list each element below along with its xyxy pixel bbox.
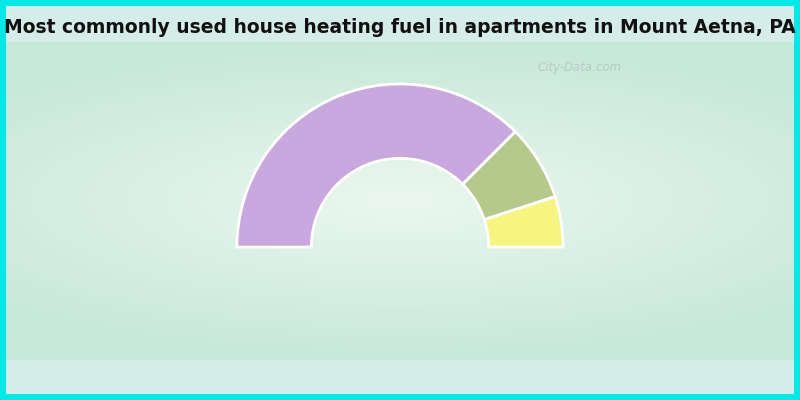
Wedge shape [484,197,563,247]
Text: Most commonly used house heating fuel in apartments in Mount Aetna, PA: Most commonly used house heating fuel in… [4,18,796,37]
Wedge shape [462,132,555,220]
Text: City-Data.com: City-Data.com [538,61,622,74]
Wedge shape [237,84,515,247]
